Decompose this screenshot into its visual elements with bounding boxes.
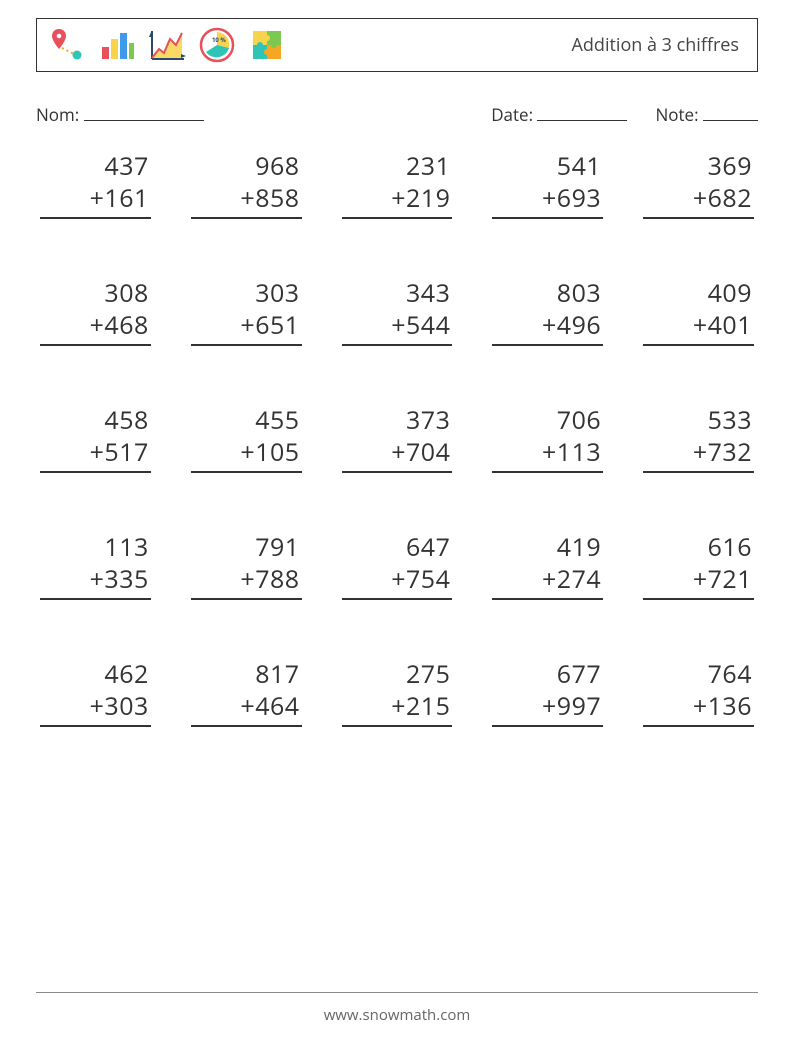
addition-problem: 616+721	[643, 531, 754, 600]
addend-top: 533	[643, 404, 754, 436]
puzzle-icon	[247, 25, 287, 65]
addition-problem: 458+517	[40, 404, 151, 473]
svg-text:10 %: 10 %	[212, 36, 226, 44]
addend-top: 616	[643, 531, 754, 563]
addition-problem: 369+682	[643, 150, 754, 219]
addition-problem: 462+303	[40, 658, 151, 727]
addition-problem: 419+274	[492, 531, 603, 600]
addend-top: 113	[40, 531, 151, 563]
addition-problem: 706+113	[492, 404, 603, 473]
addition-problem: 275+215	[342, 658, 453, 727]
addition-problem: 817+464	[191, 658, 302, 727]
note-field: Note:	[655, 102, 758, 126]
addition-problem: 677+997	[492, 658, 603, 727]
addend-top: 308	[40, 277, 151, 309]
addition-problem: 437+161	[40, 150, 151, 219]
line-chart-icon	[147, 25, 187, 65]
addition-problem: 308+468	[40, 277, 151, 346]
addend-top: 275	[342, 658, 453, 690]
addend-top: 968	[191, 150, 302, 182]
date-blank[interactable]	[537, 102, 627, 121]
addition-problem: 764+136	[643, 658, 754, 727]
addend-bottom: +704	[342, 436, 453, 473]
worksheet-title: Addition à 3 chiffres	[572, 33, 739, 57]
addend-bottom: +303	[40, 690, 151, 727]
addend-bottom: +274	[492, 563, 603, 600]
date-field: Date:	[491, 102, 627, 126]
name-label: Nom:	[36, 103, 79, 126]
addend-bottom: +136	[643, 690, 754, 727]
addend-top: 764	[643, 658, 754, 690]
problems-grid: 437+161968+858231+219541+693369+682308+4…	[36, 150, 758, 727]
addend-bottom: +113	[492, 436, 603, 473]
addend-bottom: +754	[342, 563, 453, 600]
addition-problem: 343+544	[342, 277, 453, 346]
addend-bottom: +858	[191, 182, 302, 219]
addend-bottom: +721	[643, 563, 754, 600]
addend-top: 373	[342, 404, 453, 436]
addend-top: 419	[492, 531, 603, 563]
addend-top: 817	[191, 658, 302, 690]
note-blank[interactable]	[703, 102, 758, 121]
addition-problem: 541+693	[492, 150, 603, 219]
addend-top: 706	[492, 404, 603, 436]
addend-bottom: +215	[342, 690, 453, 727]
addition-problem: 303+651	[191, 277, 302, 346]
addend-top: 803	[492, 277, 603, 309]
name-blank[interactable]	[84, 102, 204, 121]
addend-bottom: +468	[40, 309, 151, 346]
addition-problem: 791+788	[191, 531, 302, 600]
addend-bottom: +788	[191, 563, 302, 600]
addend-bottom: +682	[643, 182, 754, 219]
header-icon-strip: 10 %	[47, 25, 287, 65]
addend-top: 541	[492, 150, 603, 182]
name-field: Nom:	[36, 102, 491, 126]
addition-problem: 455+105	[191, 404, 302, 473]
addend-bottom: +161	[40, 182, 151, 219]
addend-bottom: +651	[191, 309, 302, 346]
addition-problem: 373+704	[342, 404, 453, 473]
footer-url: www.snowmath.com	[0, 1005, 794, 1025]
addend-bottom: +401	[643, 309, 754, 346]
footer-rule	[36, 992, 758, 993]
date-label: Date:	[491, 103, 533, 126]
addend-top: 791	[191, 531, 302, 563]
addend-top: 462	[40, 658, 151, 690]
addend-bottom: +997	[492, 690, 603, 727]
map-pin-icon	[47, 25, 87, 65]
addition-problem: 113+335	[40, 531, 151, 600]
pie-badge-icon: 10 %	[197, 25, 237, 65]
addition-problem: 231+219	[342, 150, 453, 219]
worksheet-header: 10 % Addition à 3 chiffres	[36, 18, 758, 72]
addend-bottom: +544	[342, 309, 453, 346]
addend-top: 409	[643, 277, 754, 309]
addend-top: 455	[191, 404, 302, 436]
addend-top: 437	[40, 150, 151, 182]
addend-bottom: +732	[643, 436, 754, 473]
addend-top: 343	[342, 277, 453, 309]
meta-row: Nom: Date: Note:	[36, 102, 758, 126]
addend-bottom: +693	[492, 182, 603, 219]
addend-top: 458	[40, 404, 151, 436]
addend-bottom: +219	[342, 182, 453, 219]
addition-problem: 409+401	[643, 277, 754, 346]
addition-problem: 968+858	[191, 150, 302, 219]
addend-bottom: +517	[40, 436, 151, 473]
addend-top: 369	[643, 150, 754, 182]
addition-problem: 647+754	[342, 531, 453, 600]
addend-bottom: +105	[191, 436, 302, 473]
addend-bottom: +464	[191, 690, 302, 727]
addition-problem: 533+732	[643, 404, 754, 473]
bar-chart-icon	[97, 25, 137, 65]
note-label: Note:	[655, 103, 698, 126]
addition-problem: 803+496	[492, 277, 603, 346]
addend-top: 231	[342, 150, 453, 182]
addend-top: 677	[492, 658, 603, 690]
addend-top: 303	[191, 277, 302, 309]
addend-top: 647	[342, 531, 453, 563]
addend-bottom: +335	[40, 563, 151, 600]
addend-bottom: +496	[492, 309, 603, 346]
